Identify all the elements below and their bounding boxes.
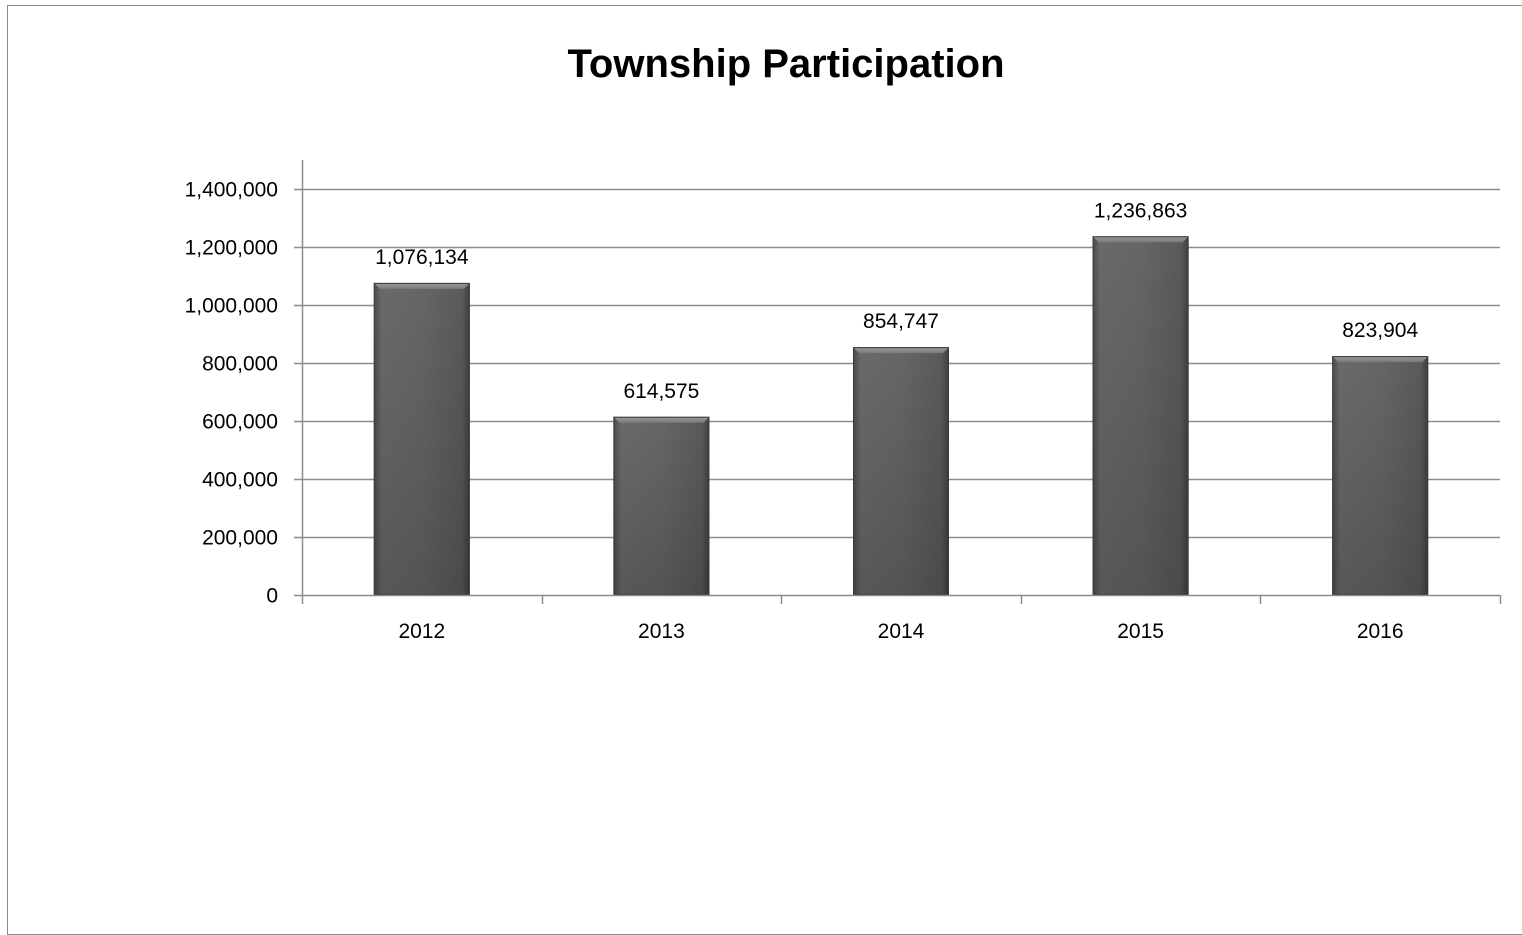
bar-2015 [1092,236,1189,595]
bar-2016 [1332,356,1429,595]
data-label-2016: 823,904 [1342,319,1418,342]
data-label-2015: 1,236,863 [1094,199,1187,222]
bar-bevel [373,282,470,289]
bars [373,236,1429,596]
data-label-2012: 1,076,134 [375,246,469,269]
y-tick-label: 0 [266,585,278,608]
y-tick-label: 1,400,000 [185,179,278,202]
axes [294,160,1502,604]
chart-title: Township Participation [567,42,1005,86]
bar-shade [613,416,710,595]
bar-2014 [853,347,949,596]
data-label-2014: 854,747 [863,310,939,333]
y-tick-label: 600,000 [202,411,278,434]
x-tick-label: 2012 [398,620,445,643]
y-tick-label: 400,000 [202,469,278,492]
x-tick-label: 2013 [638,620,685,643]
labels: 0 200,000 400,000 600,000 800,000 1,000,000 1,… [185,179,1419,644]
y-tick-label: 200,000 [202,527,278,550]
bar-bevel [613,416,710,423]
bar-2012 [373,282,470,595]
bar-shade [1332,356,1429,595]
y-tick-label: 1,200,000 [185,237,278,260]
bar-shade [1092,236,1189,595]
bar-outline [373,282,470,595]
y-tick-label: 1,000,000 [185,295,278,318]
data-label-2013: 614,575 [623,380,699,403]
x-tick-label: 2015 [1117,620,1164,643]
bar-outline [1092,236,1189,595]
bar-bevel [853,347,949,354]
bar-bevel [1332,356,1429,363]
bar-shade [373,282,470,595]
bar-outline [853,347,949,596]
bar-bevel [1092,236,1189,243]
bar-2013 [613,416,710,595]
x-tick-label: 2014 [878,620,925,643]
bar-outline [613,416,710,595]
bar-shade [853,347,949,595]
bar-outline [1332,356,1429,595]
chart-frame [7,5,1522,935]
y-tick-label: 800,000 [202,353,278,376]
x-tick-label: 2016 [1357,620,1404,643]
